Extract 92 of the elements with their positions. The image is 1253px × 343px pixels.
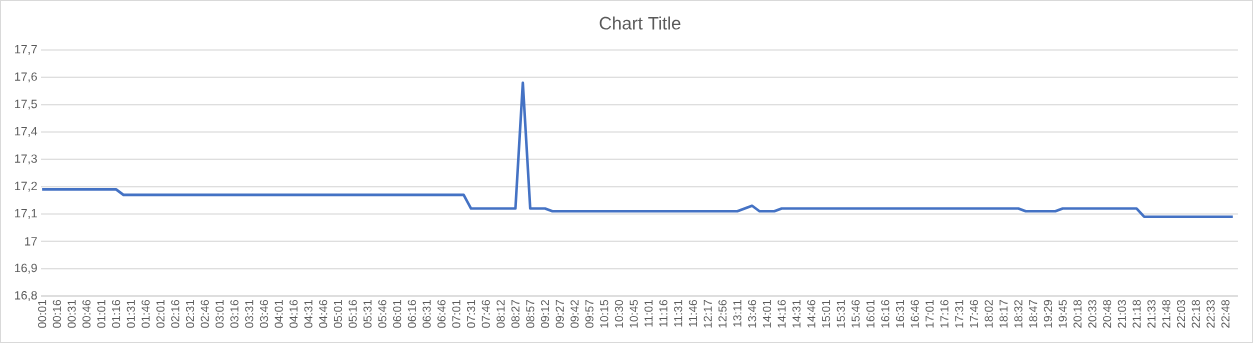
x-tick-label: 21:03 [1117,300,1126,328]
y-tick-label: 17,3 [15,154,37,165]
x-tick-label: 00:46 [82,300,91,328]
x-tick-label: 16:16 [881,300,890,328]
x-tick-label: 01:46 [141,300,150,328]
x-tick-label: 03:01 [215,300,224,328]
x-tick-label: 22:48 [1221,300,1230,328]
x-tick-label: 05:46 [378,300,387,328]
x-tick-label: 11:16 [659,300,668,327]
x-tick-label: 09:12 [540,300,550,328]
y-tick-label: 17,7 [15,45,37,55]
x-tick-label: 11:46 [688,300,697,327]
y-tick-label: 16,9 [15,263,37,274]
x-tick-label: 12:56 [718,300,727,328]
x-tick-label: 11:01 [644,300,653,327]
x-tick-label: 05:16 [348,300,357,328]
x-tick-label: 01:31 [126,300,135,328]
x-tick-label: 04:31 [304,300,313,328]
x-tick-label: 07:31 [466,300,476,328]
x-tick-label: 06:31 [422,300,431,328]
y-tick-label: 16,8 [15,291,37,301]
x-tick-label: 03:16 [230,300,239,328]
y-tick-label: 17,5 [15,99,37,110]
x-tick-label: 18:47 [1029,300,1038,328]
x-tick-label: 18:32 [1014,300,1023,328]
x-tick-label: 18:17 [999,300,1008,328]
x-tick-label: 00:31 [67,300,76,328]
x-tick-label: 17:16 [940,300,949,328]
x-tick-label: 16:46 [910,300,919,328]
x-tick-label: 04:01 [274,300,283,328]
x-tick-label: 14:01 [762,300,771,328]
x-tick-label: 13:46 [748,300,757,328]
x-tick-label: 13:11 [733,300,742,327]
y-tick-label: 17,2 [15,181,37,192]
x-tick-label: 19:45 [1058,300,1067,328]
x-tick-label: 15:31 [836,300,845,328]
x-tick-label: 02:31 [185,300,195,328]
x-tick-label: 09:42 [570,300,579,328]
x-tick-label: 04:16 [289,300,298,328]
x-tick-label: 20:48 [1103,300,1112,328]
x-tick-label: 22:18 [1191,300,1200,328]
x-tick-label: 20:18 [1073,300,1082,328]
x-tick-label: 15:46 [851,300,860,328]
x-tick-label: 18:02 [984,300,993,328]
x-tick-label: 08:57 [526,300,535,328]
x-tick-label: 10:45 [629,300,638,328]
x-tick-label: 20:33 [1088,300,1097,328]
x-tick-label: 02:46 [200,300,209,328]
x-tick-label: 05:31 [363,300,372,328]
x-tick-label: 14:46 [807,300,816,328]
y-tick-label: 17,4 [15,127,38,137]
x-tick-label: 21:33 [1147,300,1156,328]
x-tick-label: 16:01 [866,300,875,328]
x-tick-label: 07:46 [481,300,490,328]
x-tick-label: 21:48 [1162,300,1171,328]
x-tick-label: 08:12 [496,300,505,328]
x-tick-label: 01:01 [97,300,106,328]
x-tick-label: 00:16 [52,300,61,328]
x-tick-label: 19:29 [1043,300,1052,328]
x-tick-label: 09:57 [585,300,594,328]
x-tick-label: 11:31 [674,300,683,327]
x-tick-label: 00:01 [38,300,47,328]
x-tick-label: 02:01 [156,300,165,328]
chart-title: Chart Title [599,16,681,30]
x-tick-label: 04:46 [319,300,328,328]
x-tick-label: 02:16 [171,300,180,328]
x-tick-label: 22:03 [1176,300,1186,328]
x-tick-label: 03:31 [245,300,254,328]
x-tick-label: 14:16 [777,300,786,328]
x-tick-label: 06:16 [407,300,416,328]
x-tick-label: 12:17 [703,300,712,328]
x-tick-label: 17:46 [969,300,979,328]
x-tick-label: 17:31 [955,300,964,328]
x-tick-label: 06:46 [437,300,446,328]
x-tick-label: 01:16 [112,300,121,328]
x-tick-label: 15:01 [821,300,831,328]
x-tick-label: 05:01 [333,300,343,328]
x-tick-label: 21:18 [1132,300,1141,328]
x-tick-label: 10:15 [600,300,609,328]
x-tick-label: 06:01 [393,300,402,328]
y-tick-label: 17,1 [15,209,37,219]
y-tick-label: 17 [25,237,37,246]
x-tick-label: 14:31 [792,300,801,328]
y-tick-label: 17,6 [15,72,37,83]
x-tick-label: 09:27 [555,300,564,328]
x-tick-label: 22:33 [1206,300,1215,328]
x-tick-label: 03:46 [259,300,269,328]
x-tick-label: 08:27 [511,300,520,328]
x-tick-label: 16:31 [895,300,905,328]
x-tick-label: 17:01 [925,300,934,328]
x-tick-label: 07:01 [452,300,461,328]
x-tick-label: 10:30 [614,299,624,328]
